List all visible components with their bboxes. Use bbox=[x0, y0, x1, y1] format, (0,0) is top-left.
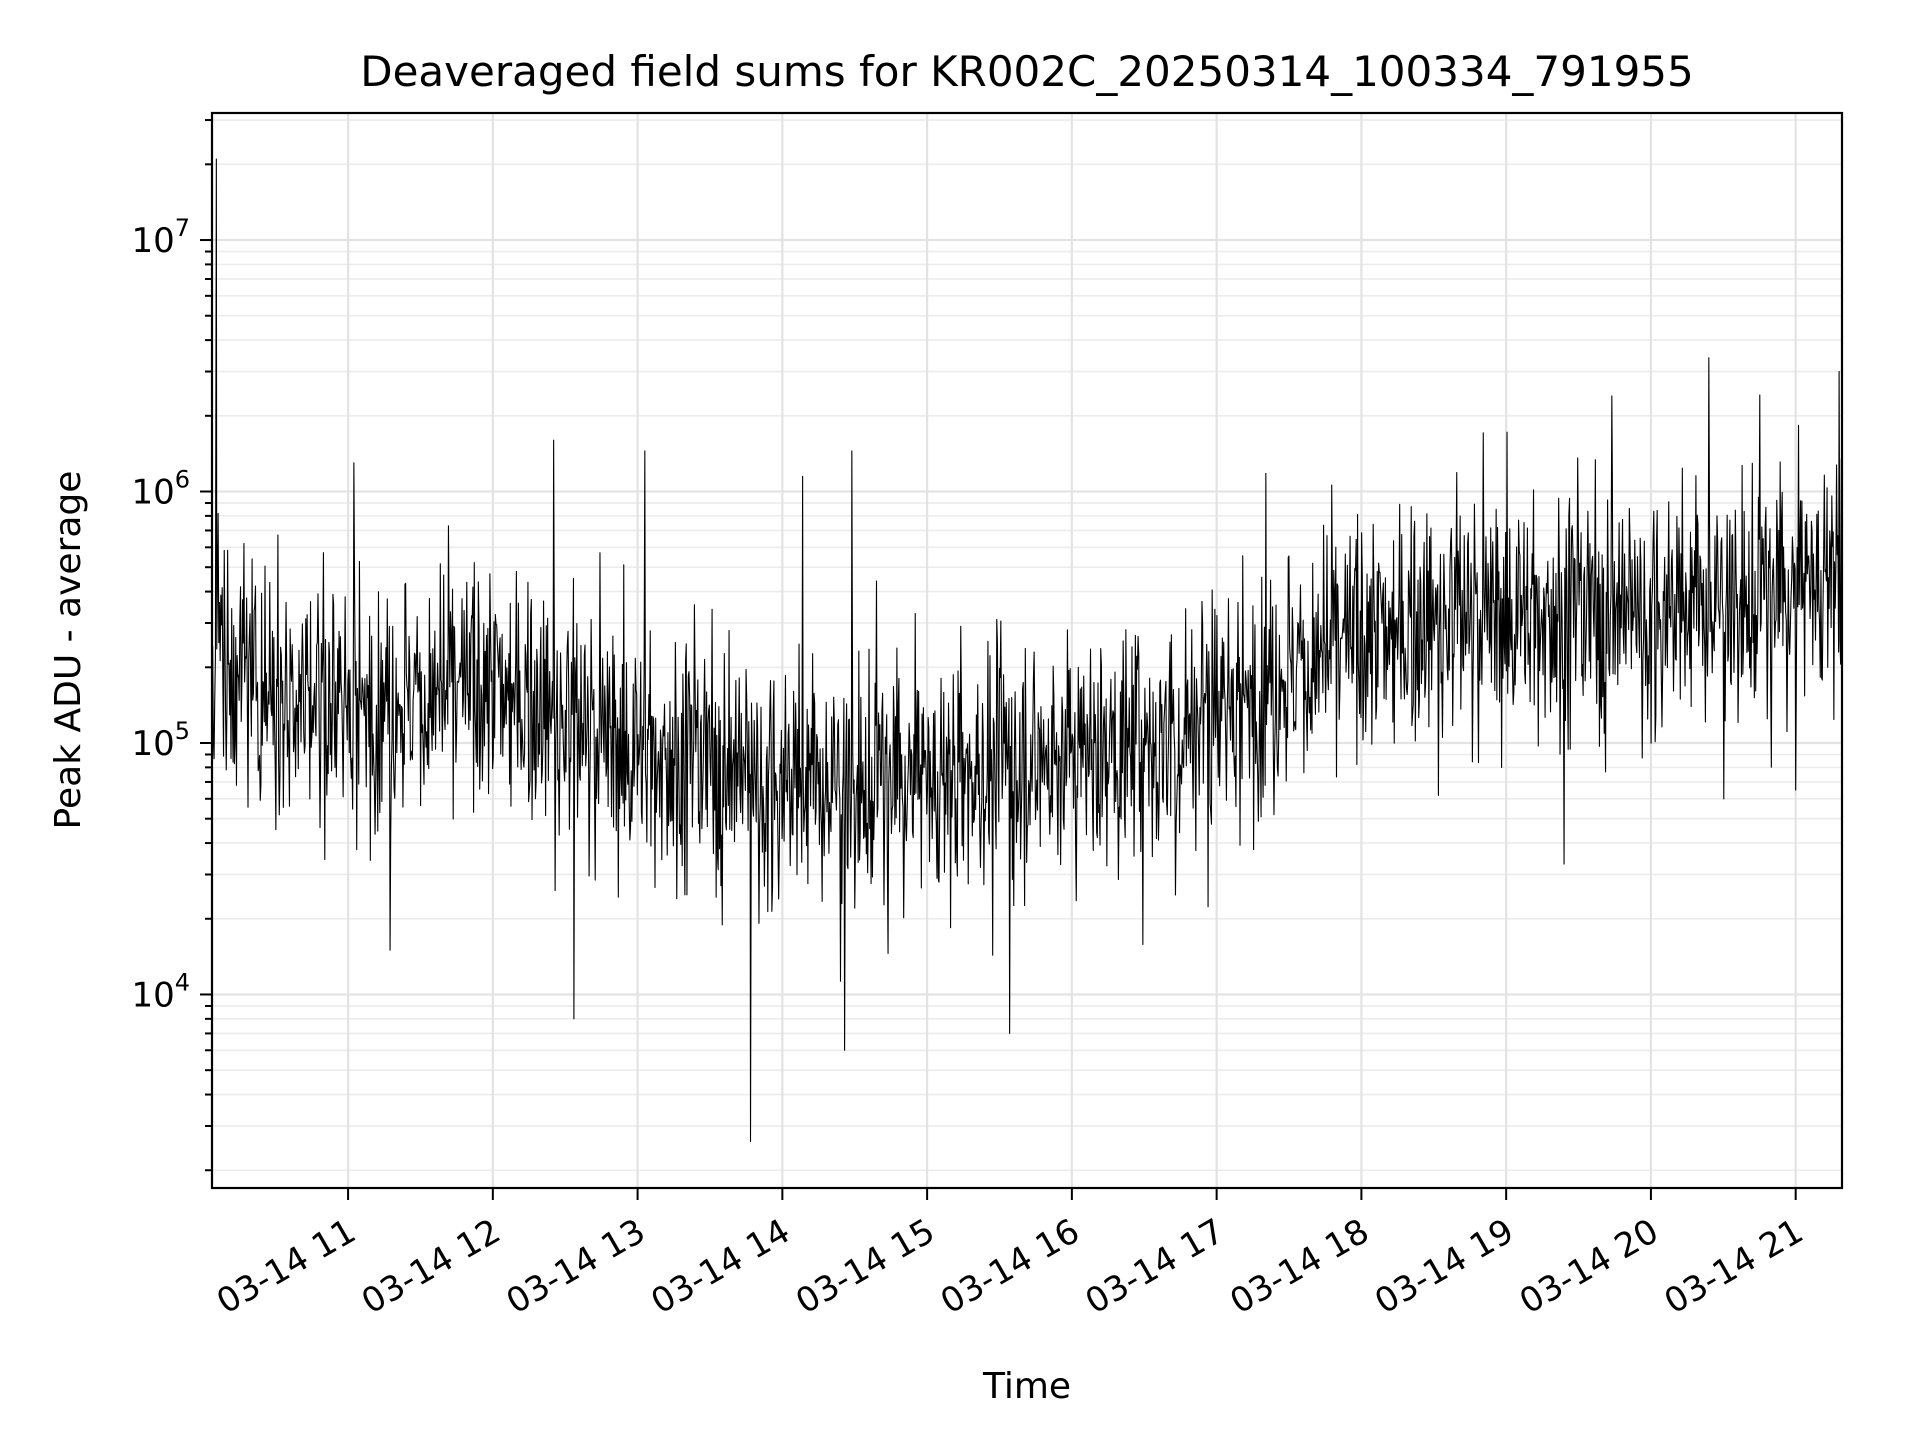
y-tick-label: 105 bbox=[131, 717, 190, 764]
plot-frame bbox=[210, 111, 1844, 1190]
y-axis-label: Peak ADU - average bbox=[48, 471, 89, 830]
y-tick-label: 104 bbox=[131, 968, 190, 1015]
y-tick-label: 106 bbox=[131, 466, 190, 513]
chart-title: Deaveraged field sums for KR002C_2025031… bbox=[360, 47, 1694, 96]
series-layer bbox=[211, 158, 1843, 1143]
y-tick-label: 107 bbox=[131, 214, 190, 261]
series-line bbox=[211, 158, 1843, 1143]
x-axis-label: Time bbox=[982, 1366, 1071, 1407]
